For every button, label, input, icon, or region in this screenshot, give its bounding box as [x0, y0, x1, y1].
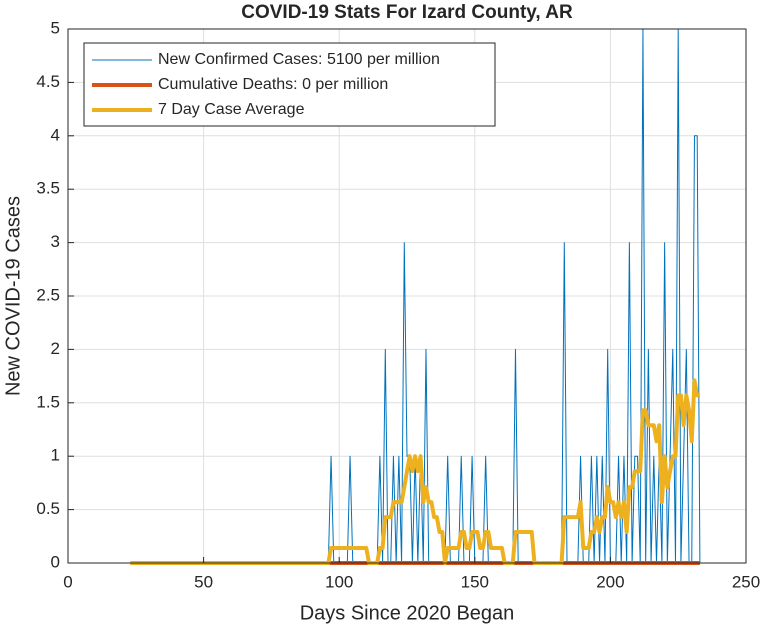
legend-label: New Confirmed Cases: 5100 per million [158, 51, 440, 68]
y-tick-label: 5 [51, 18, 60, 37]
legend: New Confirmed Cases: 5100 per million Cum… [83, 42, 496, 127]
legend-label: Cumulative Deaths: 0 per million [158, 76, 388, 93]
y-tick-label: 4.5 [36, 72, 60, 91]
legend-label: 7 Day Case Average [158, 101, 305, 118]
y-tick-label: 0 [51, 552, 60, 571]
y-tick-label: 2 [51, 339, 60, 358]
x-tick-label: 150 [461, 572, 489, 591]
y-tick-label: 4 [51, 125, 60, 144]
y-tick-label: 2.5 [36, 285, 60, 304]
axes: 0 50 100 150 200 250 0 0.5 1 1.5 2 2.5 3 3.5 4 4.5 5 [36, 18, 760, 591]
y-tick-label: 3.5 [36, 179, 60, 198]
y-tick-label: 1 [51, 446, 60, 465]
x-tick-label: 100 [325, 572, 353, 591]
x-axis-label: Days Since 2020 Began [300, 602, 515, 624]
x-tick-label: 250 [732, 572, 760, 591]
y-tick-label: 0.5 [36, 499, 60, 518]
axes-box [67, 28, 747, 564]
legend-box [83, 42, 496, 127]
y-tick-label: 1.5 [36, 392, 60, 411]
y-axis-label: New COVID-19 Cases [2, 196, 24, 396]
x-tick-label: 200 [596, 572, 624, 591]
x-tick-label: 0 [63, 572, 72, 591]
x-tick-label: 50 [194, 572, 213, 591]
chart-title: COVID-19 Stats For Izard County, AR [241, 2, 573, 23]
y-tick-label: 3 [51, 232, 60, 251]
